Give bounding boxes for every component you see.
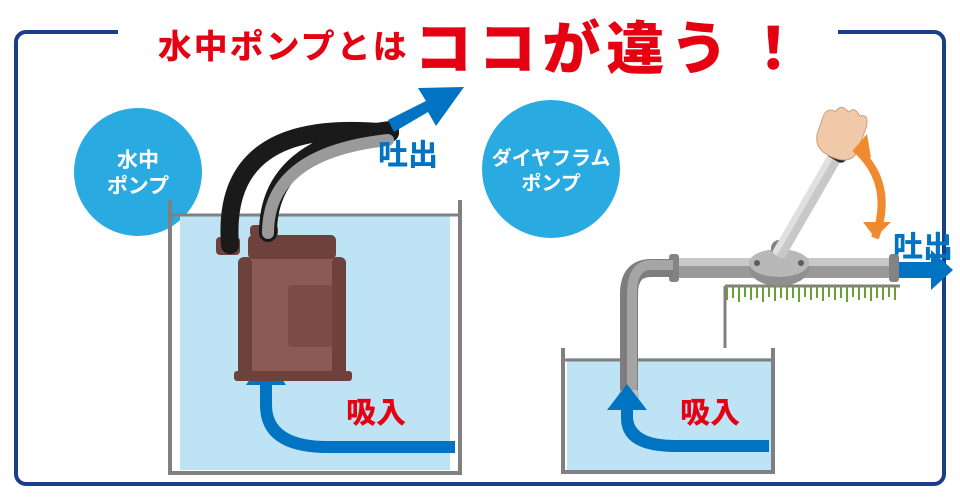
right-motion-arrow	[855, 134, 891, 238]
headline-small: 水中ポンプとは	[158, 20, 409, 69]
headline-big: ココが違う	[414, 2, 734, 86]
left-discharge-label: 吐出	[378, 130, 438, 174]
left-type-line1: 水中	[117, 146, 159, 172]
left-suction-label: 吸入	[346, 388, 406, 432]
right-illustration	[555, 88, 955, 488]
left-discharge-arrow	[388, 87, 464, 132]
right-discharge-label: 吐出	[893, 222, 953, 266]
right-ground-hatch	[725, 286, 900, 348]
right-tank	[563, 348, 773, 472]
headline: 水中ポンプとは ココが違う！	[0, 2, 960, 86]
headline-bang: ！	[744, 2, 802, 86]
right-suction-label: 吸入	[680, 388, 740, 432]
